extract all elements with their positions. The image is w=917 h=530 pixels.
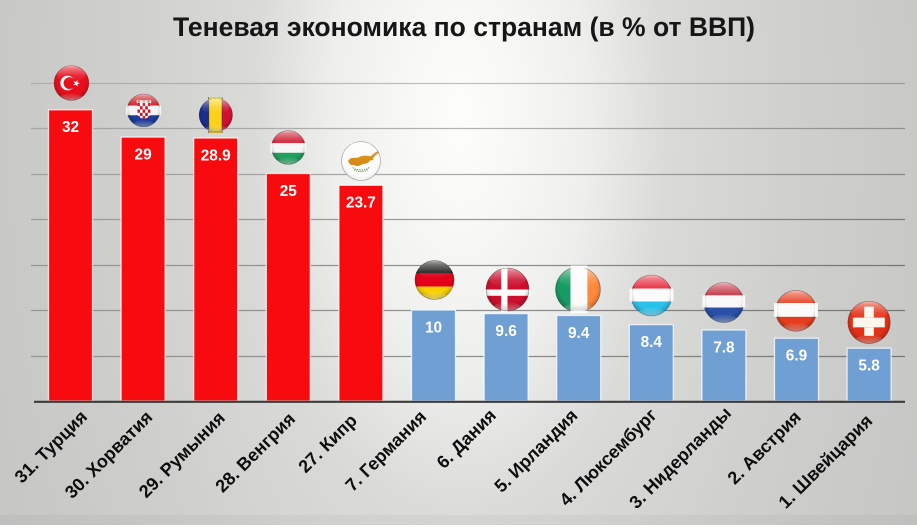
svg-text:9.6: 9.6 [495,323,516,340]
svg-text:10: 10 [425,319,442,336]
svg-text:6.9: 6.9 [786,348,807,365]
svg-text:32: 32 [62,119,79,136]
svg-text:5.8: 5.8 [858,358,880,375]
svg-text:29: 29 [135,146,152,163]
svg-text:7.8: 7.8 [713,339,735,356]
svg-text:28.9: 28.9 [201,147,231,164]
svg-text:25: 25 [280,183,298,200]
svg-text:8.4: 8.4 [641,334,663,351]
svg-text:9.4: 9.4 [568,325,590,342]
svg-text:Теневая экономика по странам (: Теневая экономика по странам (в % от ВВП… [173,12,755,42]
svg-text:23.7: 23.7 [346,195,376,212]
